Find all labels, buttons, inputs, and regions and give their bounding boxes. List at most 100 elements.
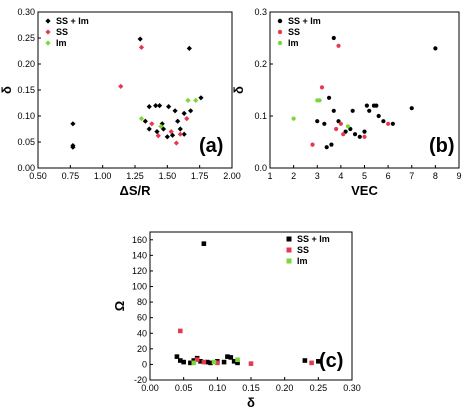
y-tick-label: 0 xyxy=(142,359,147,369)
x-tick-label: 1.50 xyxy=(159,171,177,181)
x-axis-label: ΔS/R xyxy=(119,183,151,198)
data-point-ss-im xyxy=(228,355,234,360)
x-tick-label: 0.25 xyxy=(310,383,328,393)
data-point-ss-im xyxy=(181,359,186,365)
data-point-ss xyxy=(248,361,254,366)
data-point-ss-im xyxy=(146,104,152,110)
data-point-ss-im xyxy=(166,104,172,110)
data-point-ss-im xyxy=(154,129,160,135)
data-point-ss xyxy=(173,140,179,146)
data-point-ss xyxy=(155,133,161,139)
data-point-ss-im xyxy=(204,359,210,365)
data-point-ss xyxy=(149,121,155,127)
data-point-ss-im xyxy=(198,359,203,364)
data-point-im xyxy=(317,98,322,103)
legend-marker xyxy=(286,236,292,242)
data-point-ss-im xyxy=(181,131,187,137)
data-point-ss-im xyxy=(331,35,336,41)
y-tick-label: 0.0 xyxy=(254,163,267,173)
y-tick-label: 0.10 xyxy=(17,111,35,121)
data-point-ss-im xyxy=(201,241,207,246)
data-point-im xyxy=(193,97,199,103)
x-tick-label: 0.30 xyxy=(343,383,361,393)
data-point-ss-im xyxy=(235,360,240,366)
data-point-ss xyxy=(338,121,343,126)
data-point-im xyxy=(158,123,164,129)
data-point-ss xyxy=(386,121,391,126)
x-tick-label: 0.10 xyxy=(209,383,227,393)
data-point-ss xyxy=(336,43,341,48)
x-tick-label: 0.75 xyxy=(62,171,80,181)
data-point-ss xyxy=(178,328,183,334)
data-point-ss-im xyxy=(142,118,148,124)
data-point-ss-im xyxy=(231,359,237,364)
data-point-ss xyxy=(309,360,314,366)
legend-label: SS xyxy=(288,27,300,37)
x-tick-label: 0.05 xyxy=(175,383,193,393)
data-point-ss-im xyxy=(198,95,204,101)
data-point-ss-im xyxy=(146,126,152,132)
data-point-ss xyxy=(177,131,183,137)
y-tick-label: 120 xyxy=(132,266,147,276)
legend-marker xyxy=(45,18,51,24)
data-point-ss-im xyxy=(172,108,178,114)
data-point-ss-im xyxy=(315,119,320,124)
legend-marker xyxy=(277,29,283,35)
y-tick-label: -20 xyxy=(134,375,147,385)
legend-marker xyxy=(286,247,292,253)
legend-label: SS + Im xyxy=(56,16,89,26)
y-tick-label: 0.3 xyxy=(254,7,267,17)
data-point-ss xyxy=(341,132,346,137)
data-point-ss-im xyxy=(175,118,181,124)
data-point-ss-im xyxy=(302,358,308,363)
y-tick-label: 0.20 xyxy=(17,59,35,69)
x-tick-label: 0.50 xyxy=(29,171,47,181)
data-point-ss xyxy=(118,83,124,89)
data-point-ss xyxy=(168,129,174,135)
legend-label: SS + Im xyxy=(288,16,321,26)
legend-label: SS + Im xyxy=(297,234,330,244)
legend-marker xyxy=(45,40,51,46)
x-tick-label: 1.00 xyxy=(94,171,112,181)
x-tick-label: 6 xyxy=(386,171,391,181)
data-point-ss-im xyxy=(390,121,395,126)
y-tick-label: 0.30 xyxy=(17,7,35,17)
data-point-ss-im xyxy=(221,359,227,365)
data-point-ss-im xyxy=(188,360,193,366)
data-point-ss-im xyxy=(156,103,163,109)
x-tick-label: 0.20 xyxy=(276,383,294,393)
data-point-ss xyxy=(362,134,367,139)
legend-marker xyxy=(45,29,51,35)
legend-marker xyxy=(286,258,292,264)
data-point-ss-im xyxy=(350,108,355,113)
data-point-ss-im xyxy=(177,126,183,132)
data-point-ss xyxy=(194,357,200,363)
legend-marker xyxy=(277,40,283,46)
data-point-ss xyxy=(319,85,325,90)
data-point-ss xyxy=(310,142,315,147)
y-tick-label: 60 xyxy=(137,313,147,323)
data-point-ss-im xyxy=(329,142,334,147)
x-tick-label: 2 xyxy=(291,171,296,181)
data-point-im xyxy=(211,359,217,365)
data-point-ss-im xyxy=(362,129,367,134)
legend-label: Im xyxy=(56,38,67,48)
data-point-im xyxy=(191,360,197,366)
data-point-ss-im xyxy=(364,103,369,108)
data-point-im xyxy=(235,357,240,363)
y-axis-label: Ω xyxy=(112,301,127,311)
data-point-ss-im xyxy=(324,145,329,150)
chart-panel-0: 0.50 0.75 1.00 1.25 1.50 1.75 2.00 0.00 0.05 0.10… xyxy=(0,7,241,198)
legend-label: SS xyxy=(56,27,68,37)
y-tick-label: 0.00 xyxy=(17,163,35,173)
y-tick-label: 80 xyxy=(137,297,147,307)
data-point-ss-im xyxy=(409,106,414,111)
data-point-ss-im xyxy=(208,360,213,366)
data-point-ss-im xyxy=(153,103,159,109)
x-tick-label: 9 xyxy=(456,171,461,181)
x-axis-label: VEC xyxy=(351,183,378,198)
data-point-ss xyxy=(215,360,220,366)
legend-label: Im xyxy=(297,256,308,266)
